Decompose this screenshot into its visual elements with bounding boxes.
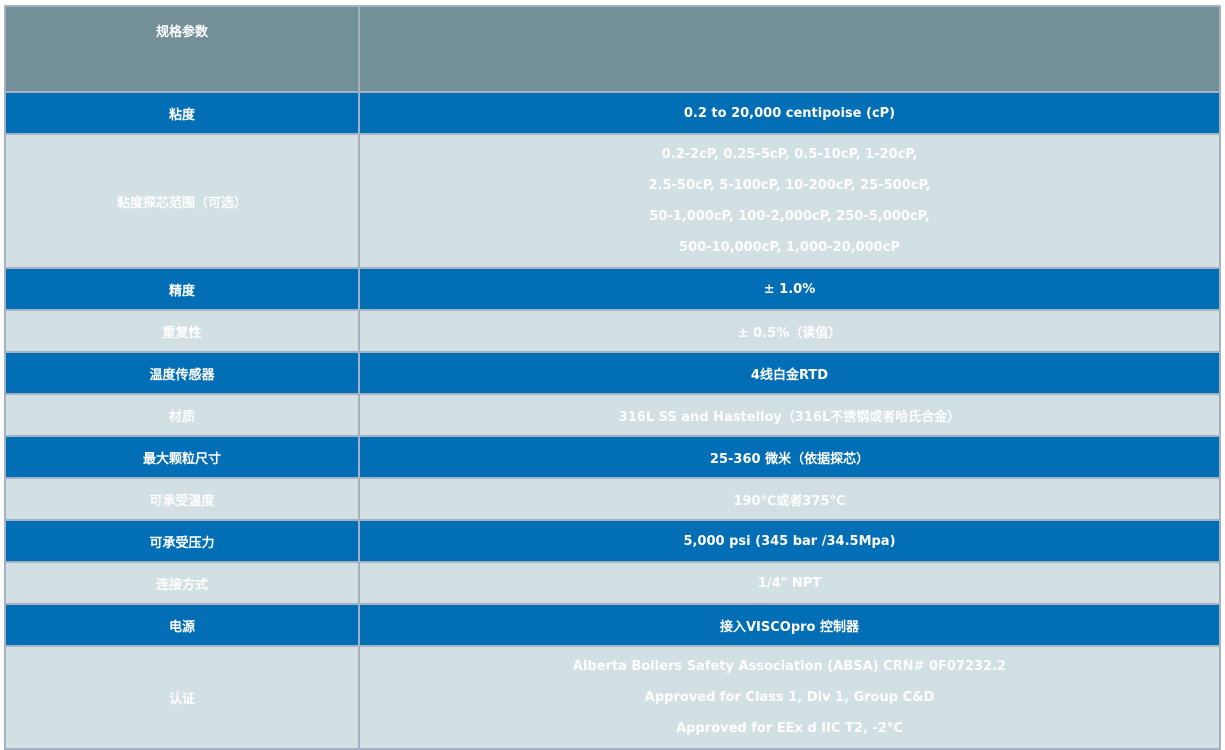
spec-value-line: ± 1.0%: [763, 281, 816, 297]
spec-label: 材质: [4, 393, 360, 437]
spec-value-line: Alberta Boilers Safety Association (ABSA…: [572, 659, 1007, 674]
spec-value: ± 0.5%（读值）: [358, 309, 1221, 353]
spec-value-line: 0.2-2cP, 0.25-5cP, 0.5-10cP, 1-20cP,: [661, 147, 918, 162]
spec-value-line: 1/4" NPT: [757, 575, 822, 591]
spec-label: 可承受温度: [4, 477, 360, 521]
table-row: 精度 ± 1.0%: [4, 267, 1221, 311]
spec-value-line: 190℃或者375°C: [733, 493, 846, 509]
spec-label: 温度传感器: [4, 351, 360, 395]
table-header-row: 规格参数: [4, 5, 1221, 93]
spec-value: 接入VISCOpro 控制器: [358, 603, 1221, 647]
spec-table: 规格参数 粘度 0.2 to 20,000 centipoise (cP) 粘度探芯…: [4, 5, 1221, 750]
spec-value: 4线白金RTD: [358, 351, 1221, 395]
spec-label: 粘度探芯范围（可选）: [4, 133, 360, 269]
spec-label: 可承受压力: [4, 519, 360, 563]
spec-value-line: 4线白金RTD: [750, 367, 829, 383]
spec-value-line: 接入VISCOpro 控制器: [719, 619, 860, 635]
spec-value: 1/4" NPT: [358, 561, 1221, 605]
spec-value: ± 1.0%: [358, 267, 1221, 311]
spec-value-line: 0.2 to 20,000 centipoise (cP): [683, 105, 896, 121]
spec-value: 5,000 psi (345 bar /34.5Mpa): [358, 519, 1221, 563]
table-row: 粘度 0.2 to 20,000 centipoise (cP): [4, 91, 1221, 135]
spec-value-line: 50-1,000cP, 100-2,000cP, 250-5,000cP,: [649, 209, 930, 224]
spec-value: 316L SS and Hastelloy（316L不锈钢或者哈氏合金）: [358, 393, 1221, 437]
spec-value-line: 2.5-50cP, 5-100cP, 10-200cP, 25-500cP,: [648, 178, 931, 193]
spec-value: 0.2 to 20,000 centipoise (cP): [358, 91, 1221, 135]
spec-value-line: 5,000 psi (345 bar /34.5Mpa): [683, 533, 896, 549]
spec-label: 重复性: [4, 309, 360, 353]
spec-label: 最大颗粒尺寸: [4, 435, 360, 479]
spec-value: 190℃或者375°C: [358, 477, 1221, 521]
spec-label: 连接方式: [4, 561, 360, 605]
table-row: 最大颗粒尺寸 25-360 微米（依据探芯）: [4, 435, 1221, 479]
spec-value-line: ± 0.5%（读值）: [737, 325, 842, 341]
table-row: 材质 316L SS and Hastelloy（316L不锈钢或者哈氏合金）: [4, 393, 1221, 437]
table-row: 温度传感器 4线白金RTD: [4, 351, 1221, 395]
spec-label: 电源: [4, 603, 360, 647]
table-row: 连接方式 1/4" NPT: [4, 561, 1221, 605]
spec-value-line: Approved for EEx d IIC T2, -2°C: [676, 721, 903, 736]
spec-value: 25-360 微米（依据探芯）: [358, 435, 1221, 479]
table-row: 可承受温度 190℃或者375°C: [4, 477, 1221, 521]
spec-value: Alberta Boilers Safety Association (ABSA…: [358, 645, 1221, 750]
table-row: 可承受压力 5,000 psi (345 bar /34.5Mpa): [4, 519, 1221, 563]
table-row: 电源 接入VISCOpro 控制器: [4, 603, 1221, 647]
spec-value-line: Approved for Class 1, Div 1, Group C&D: [644, 690, 935, 705]
table-row: 粘度探芯范围（可选） 0.2-2cP, 0.25-5cP, 0.5-10cP, 1…: [4, 133, 1221, 269]
spec-value: 0.2-2cP, 0.25-5cP, 0.5-10cP, 1-20cP, 2.5-…: [358, 133, 1221, 269]
spec-label: 认证: [4, 645, 360, 750]
spec-label: 精度: [4, 267, 360, 311]
spec-value-line: 316L SS and Hastelloy（316L不锈钢或者哈氏合金）: [618, 409, 961, 425]
table-row: 认证 Alberta Boilers Safety Association (AB…: [4, 645, 1221, 750]
header-label: 规格参数: [4, 5, 360, 93]
spec-label: 粘度: [4, 91, 360, 135]
spec-value-line: 500-10,000cP, 1,000-20,000cP: [679, 240, 900, 255]
table-row: 重复性 ± 0.5%（读值）: [4, 309, 1221, 353]
header-value: [358, 5, 1221, 93]
spec-value-line: 25-360 微米（依据探芯）: [709, 451, 870, 467]
